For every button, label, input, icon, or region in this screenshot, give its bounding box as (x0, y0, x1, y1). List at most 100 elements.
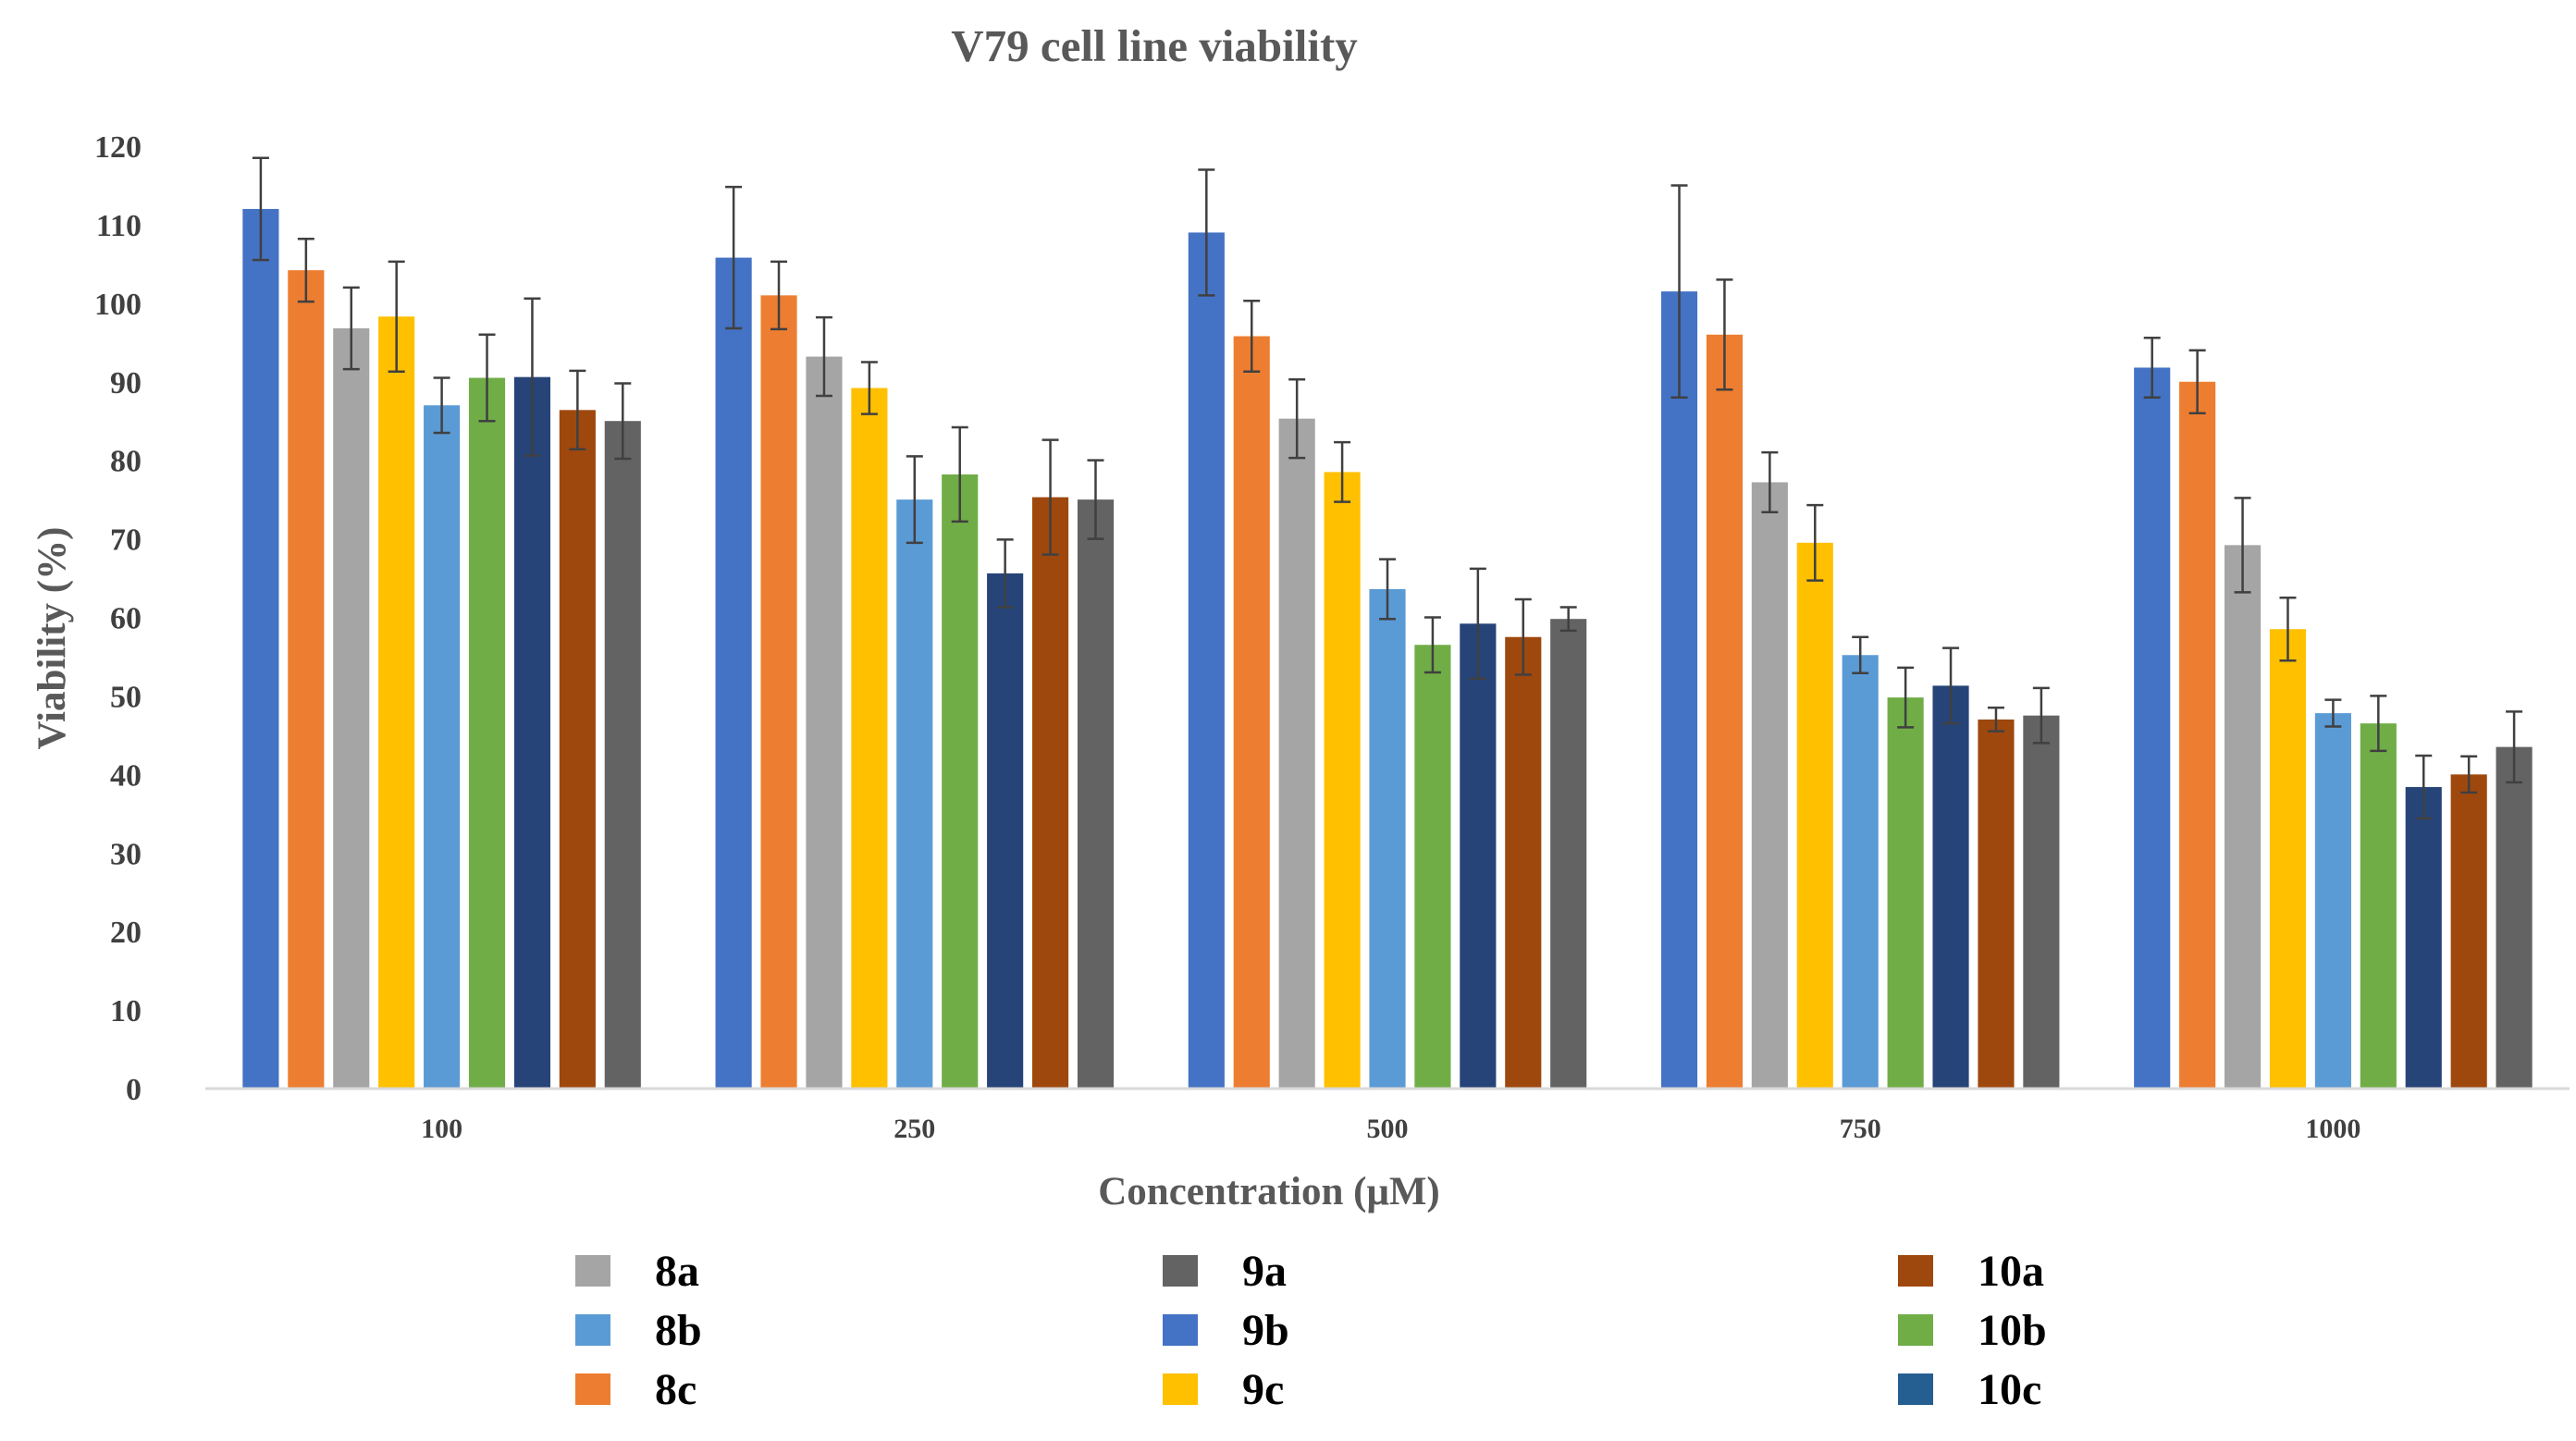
error-bar-8a-750 (1761, 450, 1779, 513)
legend-swatch (1163, 1314, 1198, 1346)
error-bar-9b-500 (1198, 168, 1215, 297)
legend-item-9a: 9a (1163, 1247, 1287, 1296)
error-bar-10b-1000 (2370, 695, 2387, 753)
legend-label: 9a (1242, 1247, 1287, 1296)
legend-swatch (575, 1255, 610, 1287)
error-bar-10b-100 (478, 333, 496, 423)
y-tick-label: 110 (96, 209, 142, 243)
y-tick-label: 90 (110, 366, 142, 400)
error-bar-8a-1000 (2234, 497, 2251, 594)
legend-item-10a: 10a (1898, 1247, 2044, 1296)
bar-8c-750 (1706, 334, 1744, 1089)
error-bar-10c-750 (1942, 647, 1960, 725)
y-tick-label: 100 (94, 288, 142, 322)
x-tick-label: 500 (1367, 1114, 1409, 1144)
error-bar-8a-500 (1288, 377, 1306, 460)
bar-9a-750 (2023, 715, 2060, 1089)
bar-8c-100 (288, 270, 325, 1089)
y-tick-label: 40 (110, 758, 142, 793)
legend-item-8c: 8c (575, 1365, 696, 1414)
error-bar-9a-100 (614, 382, 632, 461)
bar-9a-500 (1550, 619, 1587, 1089)
legend-swatch (575, 1314, 610, 1346)
bar-9c-750 (1796, 542, 1833, 1089)
bar-8b-750 (1842, 655, 1879, 1089)
error-bar-10b-500 (1424, 616, 1441, 674)
error-bar-9c-500 (1334, 440, 1351, 503)
error-bar-8c-250 (770, 260, 788, 331)
legend-swatch (575, 1373, 610, 1405)
error-bar-8b-750 (1852, 635, 1869, 675)
bar-8b-250 (896, 499, 933, 1089)
error-bar-9b-100 (252, 156, 269, 262)
error-bar-9c-750 (1806, 503, 1824, 582)
bar-9c-500 (1324, 472, 1361, 1089)
error-bar-9b-250 (725, 185, 743, 330)
error-bar-8b-250 (906, 455, 923, 545)
error-bar-9a-750 (2032, 686, 2050, 745)
error-bar-10a-1000 (2460, 755, 2478, 794)
error-bar-9c-250 (860, 361, 878, 415)
error-bar-9a-500 (1559, 606, 1577, 633)
bar-9a-1000 (2496, 746, 2533, 1089)
legend-label: 8a (655, 1247, 699, 1296)
legend-label: 10b (1978, 1306, 2047, 1355)
bar-10c-250 (987, 573, 1024, 1089)
y-tick-label: 30 (110, 837, 142, 871)
error-bar-10b-750 (1897, 666, 1915, 729)
error-bar-8a-100 (342, 286, 360, 371)
error-bar-8c-500 (1243, 300, 1261, 373)
y-tick-label: 60 (110, 602, 142, 636)
error-bar-10c-1000 (2415, 754, 2433, 820)
bar-9b-500 (1188, 232, 1225, 1090)
bar-8b-100 (424, 405, 461, 1090)
error-bar-9c-100 (388, 260, 405, 373)
error-bar-9b-1000 (2143, 336, 2161, 399)
bar-9b-100 (242, 208, 279, 1089)
error-bar-10c-500 (1469, 567, 1486, 680)
bar-9c-1000 (2269, 629, 2307, 1089)
error-bar-10c-100 (524, 297, 541, 457)
error-bar-8c-750 (1716, 278, 1733, 391)
legend-label: 8c (655, 1365, 696, 1414)
error-bar-9c-1000 (2279, 597, 2297, 662)
bar-9c-250 (851, 388, 888, 1089)
x-tick-label: 250 (894, 1114, 935, 1144)
bar-8a-100 (333, 328, 370, 1089)
bar-8c-500 (1233, 336, 1270, 1090)
bar-9b-250 (715, 257, 752, 1089)
bar-10a-250 (1031, 497, 1069, 1089)
bars (242, 208, 2533, 1090)
y-tick-label: 120 (94, 130, 142, 165)
y-axis-title: Viability (%) (31, 527, 74, 750)
x-tick-label: 100 (421, 1114, 462, 1144)
legend-swatch (1898, 1255, 1933, 1287)
bar-8c-250 (760, 295, 797, 1089)
legend-label: 9c (1242, 1365, 1284, 1414)
error-bar-8a-250 (815, 315, 832, 398)
bar-8a-500 (1278, 418, 1315, 1089)
bar-9b-1000 (2134, 367, 2171, 1090)
bar-10b-1000 (2360, 723, 2397, 1089)
error-bar-8b-500 (1379, 558, 1396, 621)
bar-8b-500 (1369, 588, 1406, 1089)
y-tick-label: 10 (110, 994, 142, 1028)
legend-item-8a: 8a (575, 1247, 699, 1296)
bar-10a-100 (559, 410, 596, 1089)
error-bars (252, 156, 2523, 820)
error-bar-10a-750 (1987, 706, 2004, 733)
y-tick-labels: 0 10 20 30 40 50 60 70 80 90 100 110 120 (94, 130, 142, 1107)
error-bar-10a-500 (1514, 597, 1532, 676)
error-bar-9a-1000 (2506, 710, 2523, 784)
error-bar-8c-1000 (2188, 349, 2206, 414)
x-tick-label: 750 (1840, 1114, 1881, 1144)
legend-item-9b: 9b (1163, 1306, 1289, 1355)
legend-label: 8b (655, 1306, 702, 1355)
bar-8a-1000 (2224, 545, 2262, 1089)
legend-label: 10a (1978, 1247, 2044, 1296)
bar-10c-1000 (2405, 786, 2442, 1089)
bar-10c-100 (513, 376, 551, 1089)
legend-swatch (1163, 1255, 1198, 1287)
legend-item-10b: 10b (1898, 1306, 2047, 1355)
